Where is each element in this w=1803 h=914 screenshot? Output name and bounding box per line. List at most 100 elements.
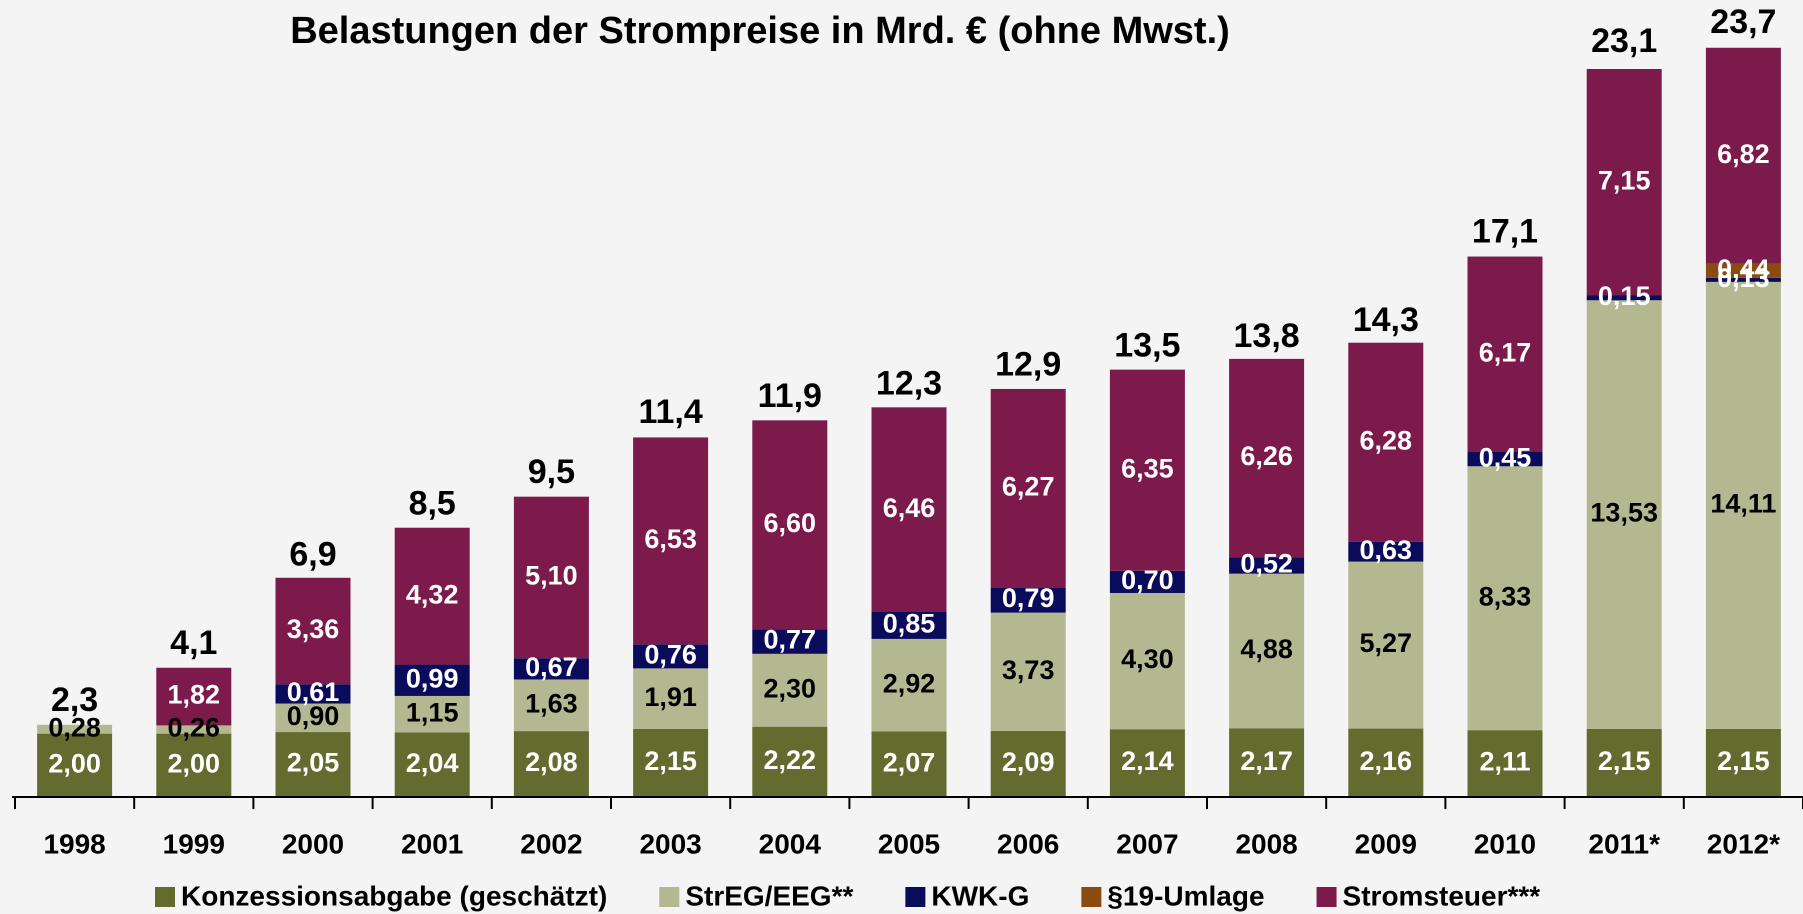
value-label: 4,32 [406,579,459,609]
value-label: 2,09 [1002,747,1055,777]
bar-segment [1586,300,1662,729]
bar-segment [990,587,1066,613]
value-label: 2,92 [883,668,936,698]
total-label: 2,3 [51,681,98,719]
value-label: 2,07 [883,747,936,777]
total-label: 23,7 [1710,3,1776,41]
value-label: 5,10 [525,561,578,591]
value-label: 0,13 [1717,263,1770,293]
x-tick-label: 2011* [1588,828,1660,859]
value-label: 1,63 [525,688,578,718]
bar-segment [1348,728,1424,797]
value-label: 4,88 [1240,634,1293,664]
bar-segment [1109,729,1185,797]
legend-label: StrEG/EEG** [685,880,853,911]
bar-segment [990,388,1066,588]
bar-segment [1705,263,1781,278]
x-tick-label: 2006 [997,828,1059,859]
bar-segment [1229,573,1305,729]
value-label: 0,70 [1121,565,1174,595]
x-tick-label: 2000 [282,828,344,859]
value-label: 6,26 [1240,441,1293,471]
value-label: 2,05 [287,748,340,778]
bar-segment [633,437,709,645]
bar-segment [513,658,589,680]
value-label: 0,85 [883,609,936,639]
value-label: 2,22 [764,745,817,775]
legend-label: §19-Umlage [1107,880,1264,911]
x-tick-label: 1998 [43,828,105,859]
x-tick-label: 2009 [1355,828,1417,859]
value-label: 0,67 [525,652,578,682]
bar-segment [1467,730,1543,797]
bar-segment [513,731,589,797]
value-label: 2,15 [1598,746,1651,776]
value-label: 0,15 [1598,281,1651,311]
value-label: 0,52 [1240,549,1293,579]
value-label: 6,60 [764,508,817,538]
bar-segment [513,679,589,732]
bar-segment [275,684,351,704]
value-label: 0,28 [48,712,101,742]
value-label: 2,00 [168,748,221,778]
bar-segment [275,577,351,685]
bar-segment [752,726,828,797]
bar-segment [1348,561,1424,729]
bar-segment [156,733,232,797]
value-label: 2,14 [1121,746,1174,776]
value-label: 2,04 [406,748,459,778]
legend-label: Konzessionsabgabe (geschätzt) [181,880,607,911]
value-label: 1,15 [406,697,459,727]
value-label: 2,17 [1240,746,1293,776]
x-tick-label: 2008 [1235,828,1297,859]
value-label: 6,28 [1360,425,1413,455]
value-label: 5,27 [1360,628,1413,658]
bar-segment [1229,557,1305,574]
bar-segment [394,695,470,733]
value-label: 0,26 [168,713,221,743]
bar-segment [871,638,947,732]
bar-segment [156,667,232,726]
value-label: 2,15 [1717,746,1770,776]
legend-label: Stromsteuer*** [1343,880,1541,911]
total-label: 9,5 [528,453,575,491]
bar-segment [871,731,947,797]
value-label: 3,36 [287,614,340,644]
total-label: 17,1 [1472,212,1538,250]
bar-segment [633,644,709,669]
bar-segment [990,730,1066,797]
bar-segment [394,732,470,797]
bar-segment [633,728,709,797]
value-label: 2,00 [48,748,101,778]
value-label: 6,46 [883,493,936,523]
x-tick-label: 2010 [1474,828,1536,859]
bar-segment [990,612,1066,731]
value-label: 0,63 [1360,535,1413,565]
total-label: 13,8 [1234,317,1300,355]
total-label: 4,1 [170,624,217,662]
bar-segment [1467,256,1543,453]
value-label: 6,17 [1479,337,1532,367]
value-label: 6,27 [1002,471,1055,501]
legend-label: KWK-G [931,880,1029,911]
value-label: 2,30 [764,673,817,703]
bar-segment [394,527,470,665]
bar-segment [752,653,828,727]
value-label: 0,45 [1479,442,1532,472]
x-tick-label: 2005 [878,828,940,859]
bar-segment [1467,452,1543,467]
value-label: 6,35 [1121,453,1174,483]
value-label: 0,44 [1717,254,1770,284]
legend-swatch [905,887,926,907]
bar-segment [1109,570,1185,593]
bar-segment [1229,358,1305,558]
value-label: 2,16 [1360,746,1413,776]
bar-segment [1229,728,1305,797]
x-tick-label: 2002 [520,828,582,859]
bar-segment [871,611,947,639]
value-label: 0,76 [644,639,697,669]
bar-segment [1705,277,1781,282]
value-label: 1,82 [168,680,221,710]
bar-segment [275,703,351,733]
